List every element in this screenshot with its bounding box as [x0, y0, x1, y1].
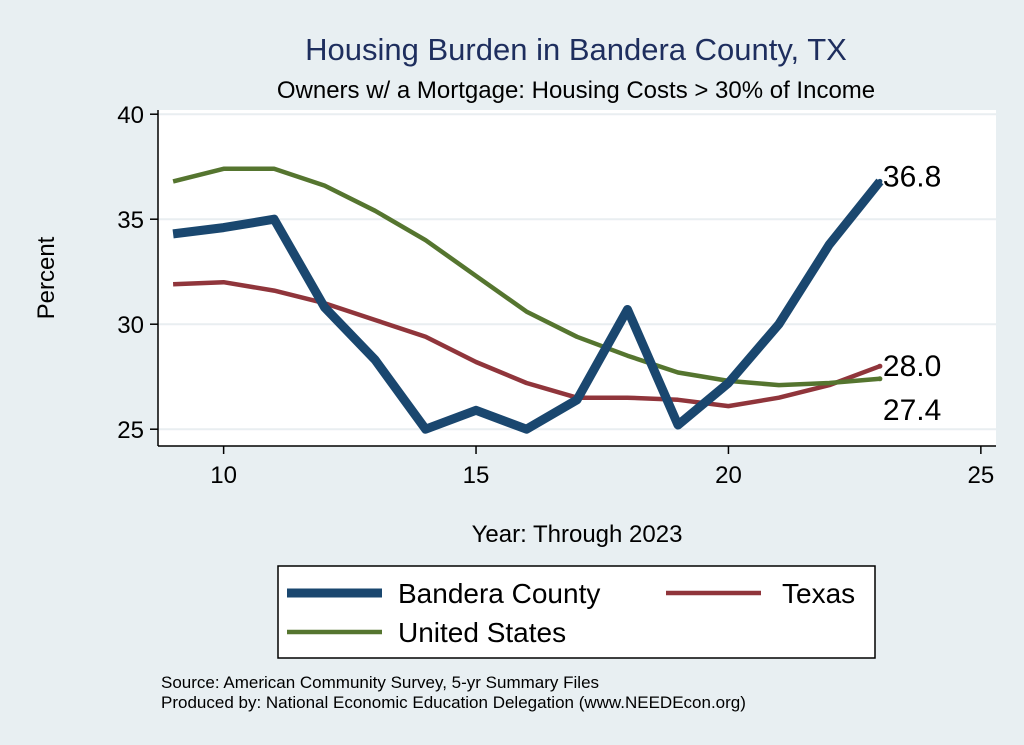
gridlines: [158, 113, 996, 431]
legend: Bandera County Texas United States: [277, 565, 876, 659]
y-tick-label-30: 30: [117, 312, 144, 339]
source-note: Source: American Community Survey, 5-yr …: [161, 673, 599, 692]
y-tick-label-40: 40: [117, 102, 144, 129]
end-labels: 36.8 28.0 27.4: [883, 160, 941, 426]
legend-box: [277, 565, 876, 659]
end-label-united-states: 27.4: [883, 394, 941, 427]
x-tick-label-10: 10: [210, 462, 237, 489]
producer-note: Produced by: National Economic Education…: [161, 693, 746, 712]
x-tick-label-25: 25: [968, 462, 995, 489]
y-axis-label: Percent: [33, 236, 60, 319]
legend-label-united-states: United States: [398, 617, 566, 648]
axes: [157, 110, 996, 447]
end-label-bandera-county: 36.8: [883, 160, 941, 193]
legend-label-texas: Texas: [782, 578, 855, 609]
chart-title: Housing Burden in Bandera County, TX: [305, 32, 847, 67]
series-end-point-texas: [877, 363, 883, 369]
x-axis-label: Year: Through 2023: [472, 521, 683, 548]
x-tick-label-15: 15: [463, 462, 490, 489]
y-tick-label-35: 35: [117, 207, 144, 234]
series-lines: [172, 166, 884, 434]
series-line-texas: [173, 279, 881, 409]
end-label-texas: 28.0: [883, 350, 941, 383]
y-tick-label-25: 25: [117, 417, 144, 444]
series-end-point-united-states: [877, 376, 883, 382]
chart-subtitle: Owners w/ a Mortgage: Housing Costs > 30…: [277, 77, 875, 104]
series-end-point-bandera-county: [877, 178, 883, 184]
x-tick-label-20: 20: [715, 462, 742, 489]
series-line-united-states: [172, 166, 881, 388]
y-axis-ticks: 25 30 35 40: [117, 102, 158, 444]
series-line-bandera-county: [172, 178, 884, 434]
legend-label-bandera-county: Bandera County: [398, 578, 600, 609]
x-axis-ticks: 10 15 20 25: [210, 446, 994, 489]
plot-area: [158, 110, 996, 446]
